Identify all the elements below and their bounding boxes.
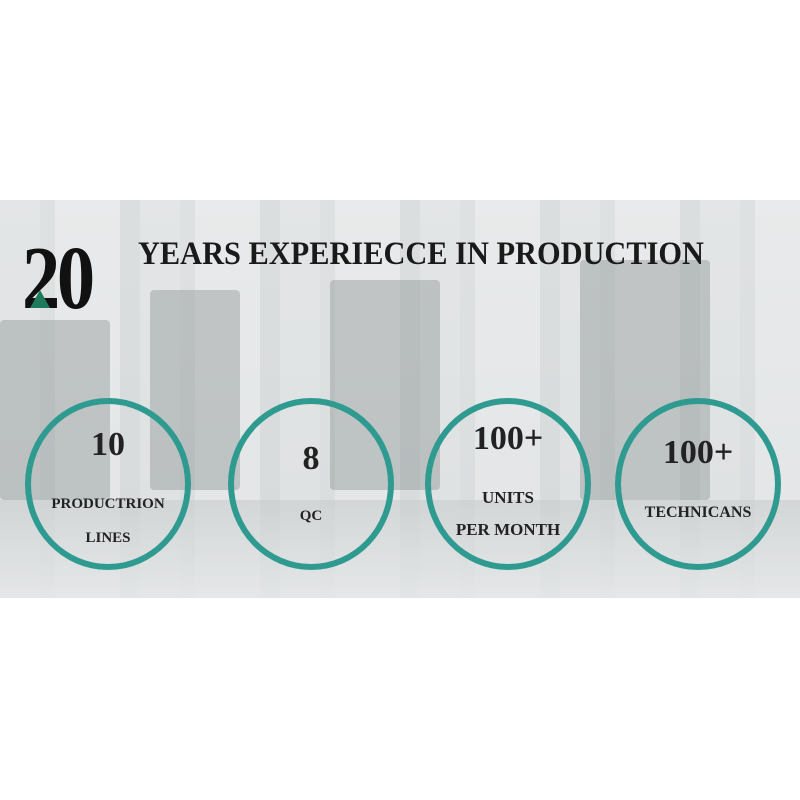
stat-circle-units-per-month: 100+ UNITS PER MONTH bbox=[425, 398, 591, 570]
headline-text: YEARS EXPERIECCE IN PRODUCTION bbox=[138, 236, 704, 272]
stat-value: 10 bbox=[91, 426, 125, 463]
stat-label: TECHNICANS bbox=[644, 504, 752, 521]
stat-label: UNITS bbox=[482, 488, 534, 507]
stat-value: 100+ bbox=[472, 420, 544, 457]
stat-label: LINES bbox=[85, 530, 131, 546]
stat-label: QC bbox=[299, 508, 323, 524]
stat-value: 100+ bbox=[662, 434, 734, 471]
stat-value: 8 bbox=[302, 440, 320, 477]
stat-circle-qc: 8 QC bbox=[228, 398, 394, 570]
stat-circle-production-lines: 10 PRODUCTRION LINES bbox=[25, 398, 191, 570]
stat-label: PRODUCTRION bbox=[51, 496, 165, 512]
years-number: 20 bbox=[22, 229, 95, 328]
stat-label: PER MONTH bbox=[455, 520, 561, 539]
triangle-accent-icon bbox=[30, 290, 50, 308]
stat-circle-technicians: 100+ TECHNICANS bbox=[615, 398, 781, 570]
